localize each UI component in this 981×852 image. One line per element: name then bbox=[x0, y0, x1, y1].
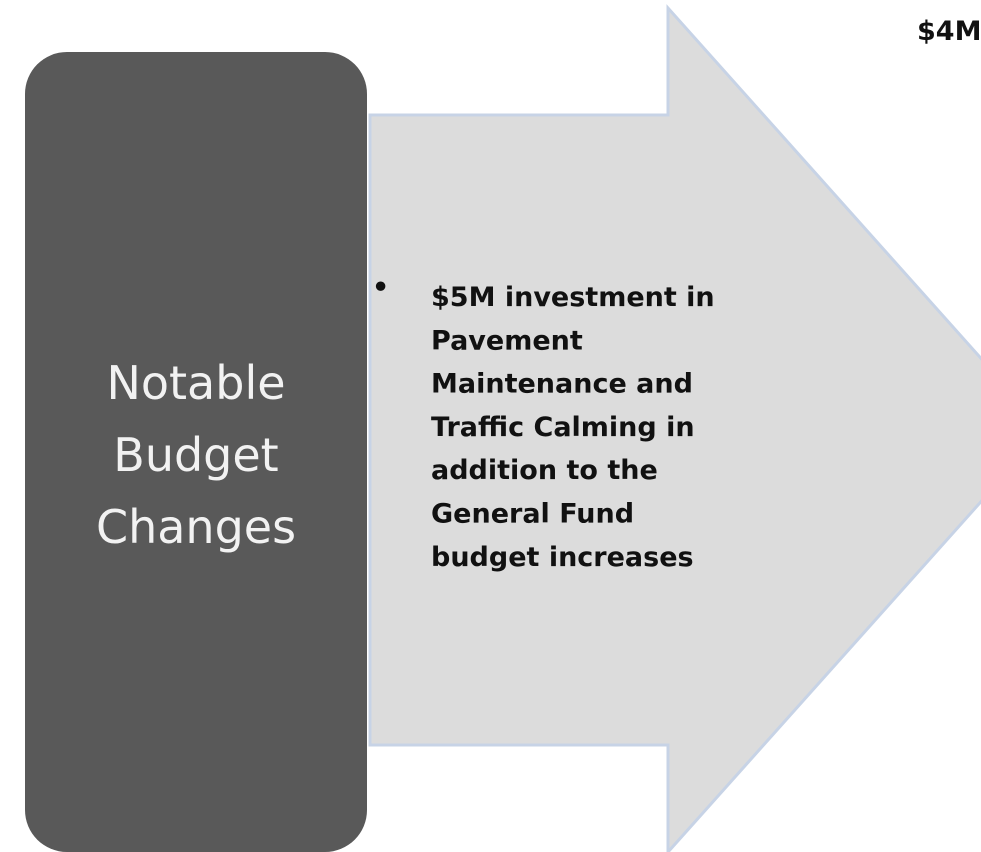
arrow-text-line: addition to the bbox=[431, 455, 658, 486]
arrow-text-line: Traffic Calming in bbox=[431, 412, 695, 443]
next-item-text: $4M bbox=[917, 16, 981, 47]
arrow-text-line: General Fund bbox=[431, 499, 634, 530]
arrow-text-line: $5M investment in bbox=[431, 282, 715, 313]
arrow-text-line: Maintenance and bbox=[431, 369, 693, 400]
arrow-text-line: Pavement bbox=[431, 325, 583, 356]
bullet: • bbox=[372, 272, 389, 303]
box-label-line: Notable bbox=[106, 356, 285, 410]
box-label-line: Budget bbox=[113, 428, 278, 482]
arrow-shape bbox=[368, 4, 981, 852]
box-label-line: Changes bbox=[96, 500, 296, 554]
arrow-text-line: budget increases bbox=[431, 542, 694, 573]
label-box bbox=[25, 52, 367, 852]
